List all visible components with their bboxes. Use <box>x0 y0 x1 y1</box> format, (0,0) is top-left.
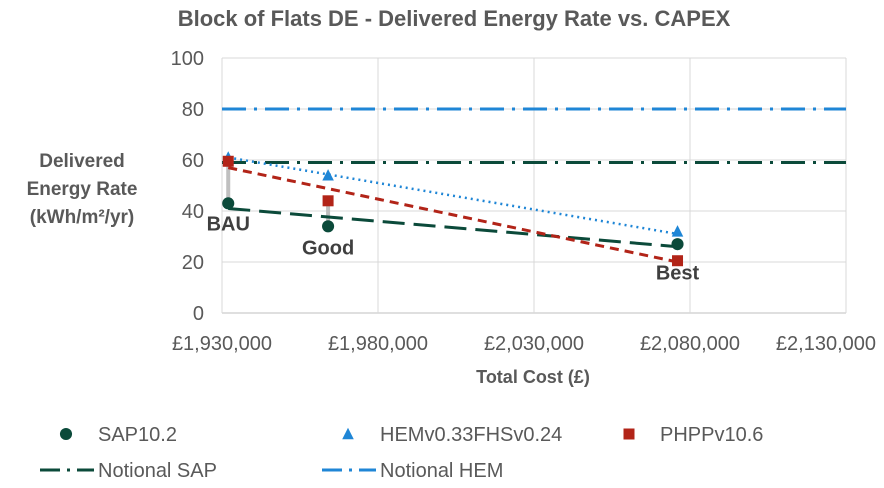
data-points <box>222 151 684 267</box>
legend: SAP10.2 HEMv0.33FHSv0.24 PHPPv10.6 Notional… <box>40 424 763 482</box>
y-tick-label-60: 60 <box>182 150 204 172</box>
annotation-best: Best <box>656 262 700 284</box>
x-tick-label-2: £2,030,000 <box>484 333 584 355</box>
x-tick-label-3: £2,080,000 <box>640 333 740 355</box>
point-sap-1 <box>322 220 335 233</box>
y-tick-labels: 0 20 40 60 80 100 <box>171 48 204 325</box>
trendlines <box>227 156 678 264</box>
reference-lines <box>222 107 846 165</box>
y-tick-label-0: 0 <box>193 303 204 325</box>
y-tick-label-20: 20 <box>182 252 204 274</box>
chart-title: Block of Flats DE - Delivered Energy Rat… <box>178 6 731 31</box>
point-hem-2 <box>671 225 684 237</box>
y-axis-title-line-1: Delivered <box>39 151 125 172</box>
point-phpp-1 <box>322 195 334 207</box>
y-tick-label-40: 40 <box>182 201 204 223</box>
trendline-hem <box>228 156 678 236</box>
y-tick-label-80: 80 <box>182 99 204 121</box>
point-phpp-2 <box>672 255 684 267</box>
annotation-good: Good <box>302 237 354 259</box>
x-tick-labels: £1,930,000 £1,980,000 £2,030,000 £2,080,000… <box>172 333 876 355</box>
y-tick-label-100: 100 <box>171 48 204 70</box>
legend-hem-label: HEMv0.33FHSv0.24 <box>380 424 562 446</box>
annotation-bau: BAU <box>207 213 250 235</box>
trendline-sap <box>228 206 678 249</box>
legend-phpp-label: PHPPv10.6 <box>660 424 763 446</box>
point-sap-2 <box>671 238 684 251</box>
point-phpp-0 <box>222 155 234 167</box>
legend-sap-marker <box>59 427 73 441</box>
legend-hem-marker <box>342 427 354 440</box>
grid <box>221 57 847 314</box>
legend-phpp-marker <box>623 428 635 440</box>
point-sap-0 <box>222 197 235 210</box>
annotations: BAU Good Best <box>207 213 700 284</box>
trendline-phpp <box>227 166 678 264</box>
y-axis-title-line-2: Energy Rate <box>27 179 138 200</box>
legend-notional-sap-label: Notional SAP <box>98 460 217 482</box>
y-axis-title-line-3: (kWh/m²/yr) <box>30 207 135 228</box>
legend-sap-label: SAP10.2 <box>98 424 177 446</box>
y-axis-title: Delivered Energy Rate (kWh/m²/yr) <box>27 151 138 228</box>
point-hem-1 <box>322 169 334 181</box>
legend-notional-hem-label: Notional HEM <box>380 460 503 482</box>
x-axis-title: Total Cost (£) <box>476 367 590 387</box>
x-tick-label-0: £1,930,000 <box>172 333 272 355</box>
x-tick-label-1: £1,980,000 <box>328 333 428 355</box>
x-tick-label-4: £2,130,000 <box>776 333 876 355</box>
